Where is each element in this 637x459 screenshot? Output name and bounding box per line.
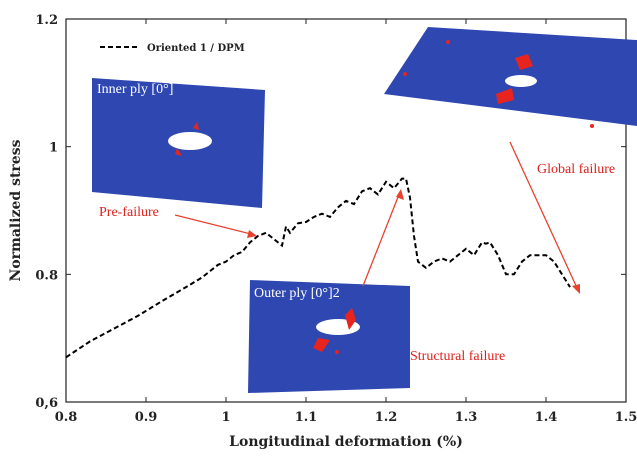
annotation-arrows bbox=[174, 141, 580, 294]
global-damage-spot-1 bbox=[403, 72, 407, 76]
inner-ply-damage-top bbox=[193, 122, 199, 130]
series-line-oriented-dpm bbox=[65, 177, 571, 359]
inset-inner-ply: Inner ply [0°] bbox=[92, 78, 265, 208]
x-tick-label: 1.2 bbox=[375, 410, 398, 425]
outer-ply-damage-spot bbox=[335, 350, 339, 354]
structural-failure-label: Structural failure bbox=[410, 349, 505, 364]
y-tick-label: 1.2 bbox=[35, 13, 58, 28]
y-tick-label: 0,6 bbox=[35, 396, 58, 411]
y-tick-label: 0.8 bbox=[35, 268, 58, 283]
global-damage-bottom bbox=[496, 88, 514, 104]
x-tick-label: 1.5 bbox=[615, 410, 637, 425]
global-failure-arrow bbox=[509, 141, 579, 291]
global-damage-spot-3 bbox=[590, 124, 594, 128]
x-tick-label: 0.8 bbox=[55, 410, 78, 425]
x-tick-label: 1 bbox=[221, 410, 230, 425]
inset-global-failure bbox=[384, 27, 637, 128]
x-tick-label: 1.1 bbox=[295, 410, 318, 425]
x-axis-label: Longitudinal deformation (%) bbox=[229, 434, 463, 450]
inner-ply-label: Inner ply [0°] bbox=[97, 82, 173, 97]
y-tick-label: 1 bbox=[49, 141, 58, 156]
structural-failure-arrow bbox=[362, 191, 401, 287]
outer-ply-label: Outer ply [0°]2 bbox=[254, 286, 340, 301]
pre-failure-arrow bbox=[174, 214, 256, 236]
inner-ply-damage-bottom bbox=[175, 148, 182, 156]
x-tick-label: 1.4 bbox=[535, 410, 558, 425]
legend: Oriented 1 / DPM bbox=[100, 43, 245, 54]
outer-ply-damage-top bbox=[345, 308, 356, 330]
pre-failure-arrowhead bbox=[247, 230, 257, 238]
outer-ply-plate bbox=[248, 280, 410, 393]
global-failure-arrowhead bbox=[572, 284, 580, 294]
y-axis-label: Normalized stress bbox=[8, 139, 24, 281]
global-damage-top bbox=[515, 54, 533, 70]
x-tick-label: 1.3 bbox=[455, 410, 478, 425]
global-failure-label: Global failure bbox=[537, 162, 615, 177]
pre-failure-label: Pre-failure bbox=[99, 205, 159, 220]
structural-failure-arrowhead bbox=[396, 189, 404, 200]
y-axis-ticks: 0,6 0.8 1 1.2 bbox=[35, 13, 626, 411]
outer-ply-damage-bottom bbox=[313, 338, 330, 352]
legend-label: Oriented 1 / DPM bbox=[147, 43, 245, 54]
x-tick-label: 0.9 bbox=[135, 410, 158, 425]
inset-outer-ply: Outer ply [0°]2 bbox=[248, 280, 410, 393]
global-damage-spot-2 bbox=[446, 40, 450, 44]
x-axis-ticks: 0.8 0.9 1 1.1 1.2 1.3 1.4 1.5 bbox=[55, 19, 637, 425]
global-hole bbox=[505, 75, 537, 87]
plot-frame bbox=[65, 18, 627, 403]
inner-ply-hole bbox=[168, 132, 212, 150]
